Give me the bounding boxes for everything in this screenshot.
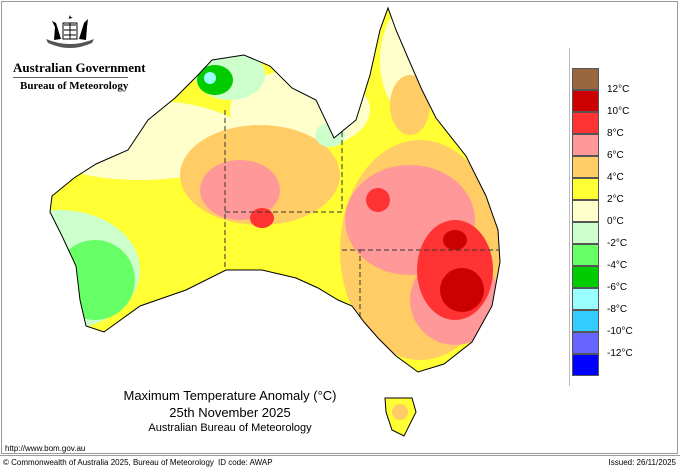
- legend-label: 2°C: [607, 194, 624, 205]
- legend-label: -2°C: [607, 238, 628, 249]
- legend-label: 4°C: [607, 172, 624, 183]
- map-source: Australian Bureau of Meteorology: [148, 422, 312, 434]
- legend-swatch: [572, 112, 599, 134]
- temperature-anomaly-map: [49, 7, 501, 437]
- website-link[interactable]: http://www.bom.gov.au: [5, 444, 86, 453]
- legend-swatch: [572, 200, 599, 222]
- legend-swatch: [572, 134, 599, 156]
- legend-swatch: [572, 244, 599, 266]
- legend-swatch: [572, 178, 599, 200]
- map-title: Maximum Temperature Anomaly (°C): [123, 388, 337, 403]
- legend-label: 10°C: [607, 106, 630, 117]
- legend-swatch: [572, 332, 599, 354]
- legend-label: 6°C: [607, 150, 624, 161]
- legend-label: -8°C: [607, 304, 628, 315]
- legend-label: -12°C: [607, 348, 633, 359]
- legend-swatch: [572, 354, 599, 376]
- legend-swatch: [572, 310, 599, 332]
- legend-label: -4°C: [607, 260, 628, 271]
- legend-swatch: [572, 288, 599, 310]
- legend-swatch: [572, 156, 599, 178]
- coat-of-arms-logo: [46, 15, 94, 48]
- legend-label: -10°C: [607, 326, 633, 337]
- map-frame: [1, 1, 678, 454]
- legend-swatch: [572, 266, 599, 288]
- legend-label: -6°C: [607, 282, 628, 293]
- legend-label: 12°C: [607, 84, 630, 95]
- legend-swatch: [572, 90, 599, 112]
- legend-swatch: [572, 222, 599, 244]
- color-legend: 12°C 10°C 8°C 6°C 4°C 2°C 0°C -2°C -4°C -6°C -8°C -…: [569, 48, 677, 386]
- map-date: 25th November 2025: [169, 405, 291, 420]
- id-code: ID code: AWAP: [218, 458, 273, 467]
- agency-name: Bureau of Meteorology: [20, 80, 129, 92]
- divider: [0, 455, 680, 456]
- legend-label: 0°C: [607, 216, 624, 227]
- legend-label: 8°C: [607, 128, 624, 139]
- org-name: Australian Government: [13, 60, 146, 75]
- divider: [13, 77, 128, 78]
- legend-swatch: [572, 68, 599, 90]
- issued-date: Issued: 26/11/2025: [608, 458, 676, 467]
- copyright: © Commonwealth of Australia 2025, Bureau…: [3, 458, 214, 467]
